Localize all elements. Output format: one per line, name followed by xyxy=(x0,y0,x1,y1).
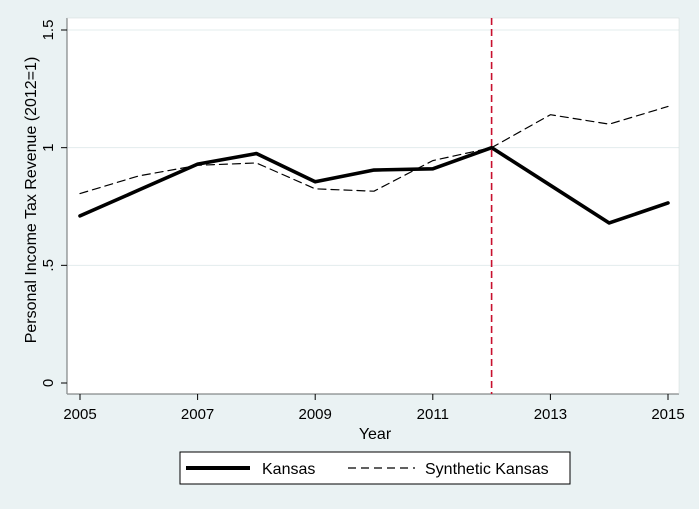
x-tick-label-2: 2009 xyxy=(299,406,332,423)
y-tick-label-1: .5 xyxy=(40,259,57,272)
x-tick-label-5: 2015 xyxy=(651,406,684,423)
legend: Kansas Synthetic Kansas xyxy=(179,451,571,485)
plot-frame xyxy=(66,17,680,395)
x-tick-label-3: 2011 xyxy=(417,406,449,423)
x-axis-title: Year xyxy=(359,426,392,443)
series-layer xyxy=(78,105,670,225)
y-tick-label-3: 1.5 xyxy=(40,20,57,41)
series-line-synthetic-kansas xyxy=(79,105,669,195)
legend-synthetic-kansas-label: Synthetic Kansas xyxy=(425,461,549,478)
grid-layer xyxy=(67,29,679,266)
y-axis-title: Personal Income Tax Revenue (2012=1) xyxy=(23,57,40,344)
plot-background xyxy=(67,18,679,394)
y-tick-label-0: 0 xyxy=(40,379,57,387)
x-tick-label-1: 2007 xyxy=(181,406,214,423)
tick-label-layer: 0 .5 1 1.5 2005 2007 2009 2011 2013 2015 xyxy=(40,20,685,423)
x-tick-label-4: 2013 xyxy=(534,406,567,423)
x-tick-label-0: 2005 xyxy=(63,406,96,423)
series-line-kansas xyxy=(78,145,670,225)
legend-kansas-label: Kansas xyxy=(262,461,315,478)
axes-layer xyxy=(61,17,680,400)
y-tick-label-2: 1 xyxy=(40,143,57,151)
